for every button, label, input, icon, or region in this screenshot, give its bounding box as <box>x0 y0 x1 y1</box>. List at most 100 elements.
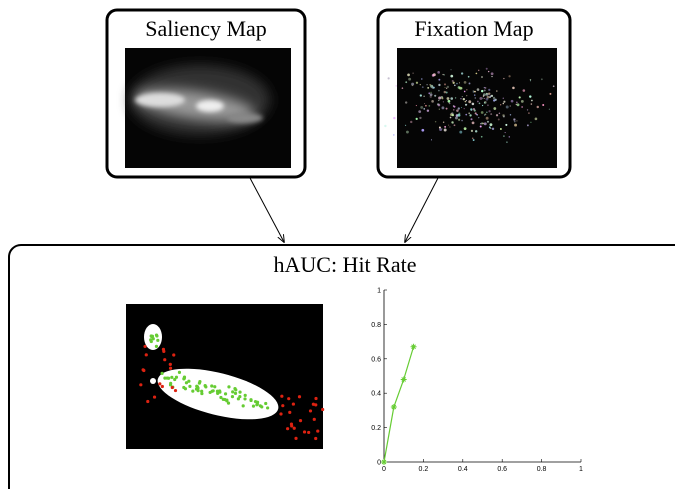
fixation-dot <box>521 106 523 108</box>
hit-dot <box>227 402 230 405</box>
fixation-dot <box>455 117 458 120</box>
fixation-dot <box>406 131 409 134</box>
x-tick-label: 0.6 <box>497 466 507 473</box>
miss-dot <box>294 437 297 440</box>
fixation-dot <box>529 95 531 97</box>
miss-dot <box>169 367 172 370</box>
miss-dot <box>314 403 317 406</box>
fixation-dot <box>471 130 473 132</box>
fixation-dot <box>535 118 538 121</box>
hit-dot <box>155 345 158 348</box>
fixation-dot <box>419 117 421 119</box>
hit-dot <box>183 376 186 379</box>
hit-dot <box>200 392 203 395</box>
fixation-dot <box>475 130 477 132</box>
miss-dot <box>288 411 291 414</box>
y-tick-label: 0.4 <box>371 391 381 398</box>
miss-dot <box>321 408 324 411</box>
fixation-dot <box>457 114 460 117</box>
hit-dot <box>260 405 263 408</box>
y-tick-label: 0 <box>377 460 381 467</box>
fixation-dot <box>486 111 488 113</box>
fixation-dot <box>426 84 427 85</box>
fixation-dot <box>430 92 431 93</box>
miss-dot <box>316 429 319 432</box>
miss-dot <box>158 382 161 385</box>
fixation-dot <box>473 108 475 110</box>
fixation-dot <box>450 75 453 78</box>
hit-dot <box>150 334 153 337</box>
fixation-dot <box>407 74 410 77</box>
fixation-dot <box>462 96 463 97</box>
fixation-dot <box>431 100 434 103</box>
fixation-dot <box>384 125 386 127</box>
fixation-dot <box>513 118 516 121</box>
fixation-dot <box>500 104 501 105</box>
hit-dot <box>167 377 170 380</box>
fixation-dot <box>488 110 490 112</box>
hit-dot <box>163 377 166 380</box>
fixation-dot <box>459 82 460 83</box>
diagram: Saliency Map Fixation Map hAUC: Hit Rate… <box>0 0 675 489</box>
fixation-dot <box>471 118 473 120</box>
y-tick-label: 0.2 <box>371 425 381 432</box>
fixation-dot <box>485 113 487 115</box>
fixation-dot <box>453 109 454 110</box>
fixation-dot <box>420 84 421 85</box>
x-tick-label: 0.4 <box>458 466 468 473</box>
fixation-dot <box>461 72 463 74</box>
miss-dot <box>162 348 165 351</box>
fixation-dot <box>461 120 463 122</box>
y-tick-label: 0.8 <box>371 322 381 329</box>
fixation-dot <box>442 97 444 99</box>
hit-dot <box>175 376 178 379</box>
hit-dot <box>204 385 207 388</box>
fixation-dot <box>482 123 484 125</box>
fixation-dot <box>537 106 539 108</box>
fixation-dot <box>410 121 412 123</box>
hit-dot <box>231 395 234 398</box>
fixation-dot <box>484 89 486 91</box>
fixation-dot <box>481 136 483 138</box>
fixation-dot <box>488 89 490 91</box>
fixation-dot <box>476 73 478 75</box>
fixation-dot <box>486 93 488 95</box>
fixation-dot <box>454 124 456 126</box>
hit-dot <box>188 385 191 388</box>
fixation-dot <box>464 108 465 109</box>
miss-dot <box>307 431 310 434</box>
y-tick-label: 1 <box>377 288 381 295</box>
hit-dot <box>242 404 245 407</box>
fixation-dot <box>468 76 470 78</box>
fixation-dot <box>473 90 475 92</box>
fixation-dot <box>425 105 427 107</box>
fixation-dot <box>505 124 507 126</box>
miss-dot <box>299 419 302 422</box>
fixation-dot <box>408 78 411 81</box>
fixation-dot <box>416 118 418 120</box>
miss-dot <box>290 423 293 426</box>
fixation-dot <box>482 97 483 98</box>
fixation-dot <box>412 73 413 74</box>
fixation-dot <box>460 87 462 89</box>
fixation-dot <box>508 75 510 77</box>
fixation-dot <box>438 104 441 107</box>
miss-dot <box>309 409 312 412</box>
hit-dot <box>197 389 200 392</box>
hit-dot <box>198 382 201 385</box>
fixation-dot <box>499 112 501 114</box>
fixation-dot <box>418 110 421 113</box>
fixation-dot <box>416 82 418 84</box>
fixation-dot <box>489 96 491 98</box>
miss-dot <box>142 369 145 372</box>
fixation-dot <box>531 100 533 102</box>
fixation-dot <box>478 117 479 118</box>
fixation-title: Fixation Map <box>414 16 533 41</box>
fixation-dot <box>516 104 517 105</box>
fixation-dot <box>477 88 480 91</box>
fixation-dot <box>481 76 483 78</box>
miss-dot <box>280 395 283 398</box>
fixation-dot <box>542 104 544 106</box>
fixation-dot <box>465 101 466 102</box>
fixation-dot <box>422 86 424 88</box>
